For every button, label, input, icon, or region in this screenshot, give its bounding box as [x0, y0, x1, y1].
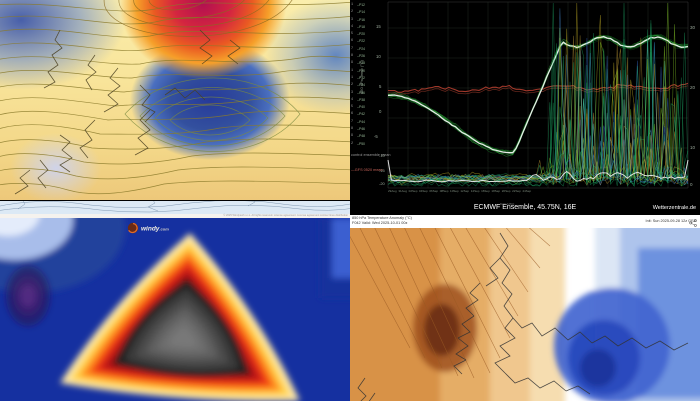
svg-text:windy.com: windy.com: [141, 226, 169, 233]
